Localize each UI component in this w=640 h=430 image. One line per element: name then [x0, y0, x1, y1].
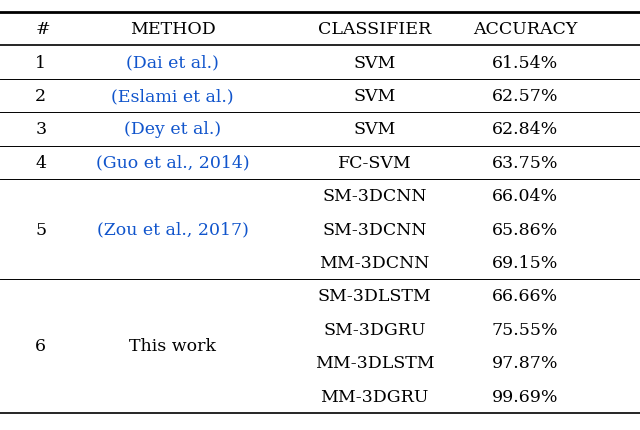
- Text: METHOD: METHOD: [130, 21, 216, 38]
- Text: (Zou et al., 2017): (Zou et al., 2017): [97, 221, 249, 238]
- Text: SM-3DLSTM: SM-3DLSTM: [317, 288, 431, 304]
- Text: 99.69%: 99.69%: [492, 388, 558, 405]
- Text: 6: 6: [35, 338, 46, 355]
- Text: SVM: SVM: [353, 55, 396, 71]
- Text: 1: 1: [35, 55, 46, 71]
- Text: (Dey et al.): (Dey et al.): [124, 121, 221, 138]
- Text: SM-3DCNN: SM-3DCNN: [322, 221, 427, 238]
- Text: CLASSIFIER: CLASSIFIER: [318, 21, 431, 38]
- Text: FC-SVM: FC-SVM: [337, 154, 412, 171]
- Text: 63.75%: 63.75%: [492, 154, 558, 171]
- Text: MM-3DGRU: MM-3DGRU: [320, 388, 429, 405]
- Text: MM-3DCNN: MM-3DCNN: [319, 255, 429, 271]
- Text: 5: 5: [35, 221, 46, 238]
- Text: 62.84%: 62.84%: [492, 121, 558, 138]
- Text: 4: 4: [35, 154, 46, 171]
- Text: 66.04%: 66.04%: [492, 188, 558, 205]
- Text: (Guo et al., 2014): (Guo et al., 2014): [96, 154, 250, 171]
- Text: SVM: SVM: [353, 88, 396, 104]
- Text: ACCURACY: ACCURACY: [472, 21, 577, 38]
- Text: SM-3DCNN: SM-3DCNN: [322, 188, 427, 205]
- Text: 65.86%: 65.86%: [492, 221, 558, 238]
- Text: 66.66%: 66.66%: [492, 288, 558, 304]
- Text: 61.54%: 61.54%: [492, 55, 558, 71]
- Text: 75.55%: 75.55%: [492, 321, 558, 338]
- Text: 3: 3: [35, 121, 46, 138]
- Text: SM-3DGRU: SM-3DGRU: [323, 321, 426, 338]
- Text: 2: 2: [35, 88, 46, 104]
- Text: MM-3DLSTM: MM-3DLSTM: [315, 354, 434, 371]
- Text: 97.87%: 97.87%: [492, 354, 558, 371]
- Text: 69.15%: 69.15%: [492, 255, 558, 271]
- Text: (Dai et al.): (Dai et al.): [126, 55, 220, 71]
- Text: (Eslami et al.): (Eslami et al.): [111, 88, 234, 104]
- Text: This work: This work: [129, 338, 216, 355]
- Text: 62.57%: 62.57%: [492, 88, 558, 104]
- Text: SVM: SVM: [353, 121, 396, 138]
- Text: #: #: [35, 21, 50, 38]
